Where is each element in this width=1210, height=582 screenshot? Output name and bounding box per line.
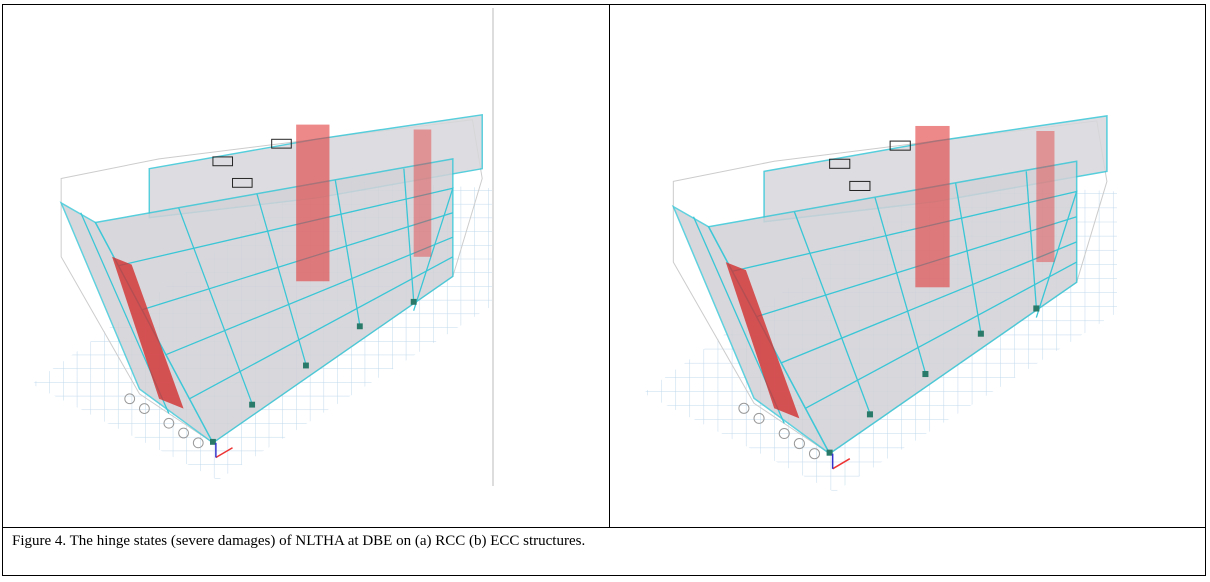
row-divider <box>3 527 1205 528</box>
caption: Figure 4. The hinge states (severe damag… <box>12 533 586 549</box>
building-model <box>642 115 1118 493</box>
column-divider <box>609 5 610 527</box>
rcc-model-image <box>31 8 494 486</box>
ecc-model-image <box>642 115 1118 493</box>
building-model <box>31 114 492 481</box>
figure-table <box>2 4 1206 576</box>
